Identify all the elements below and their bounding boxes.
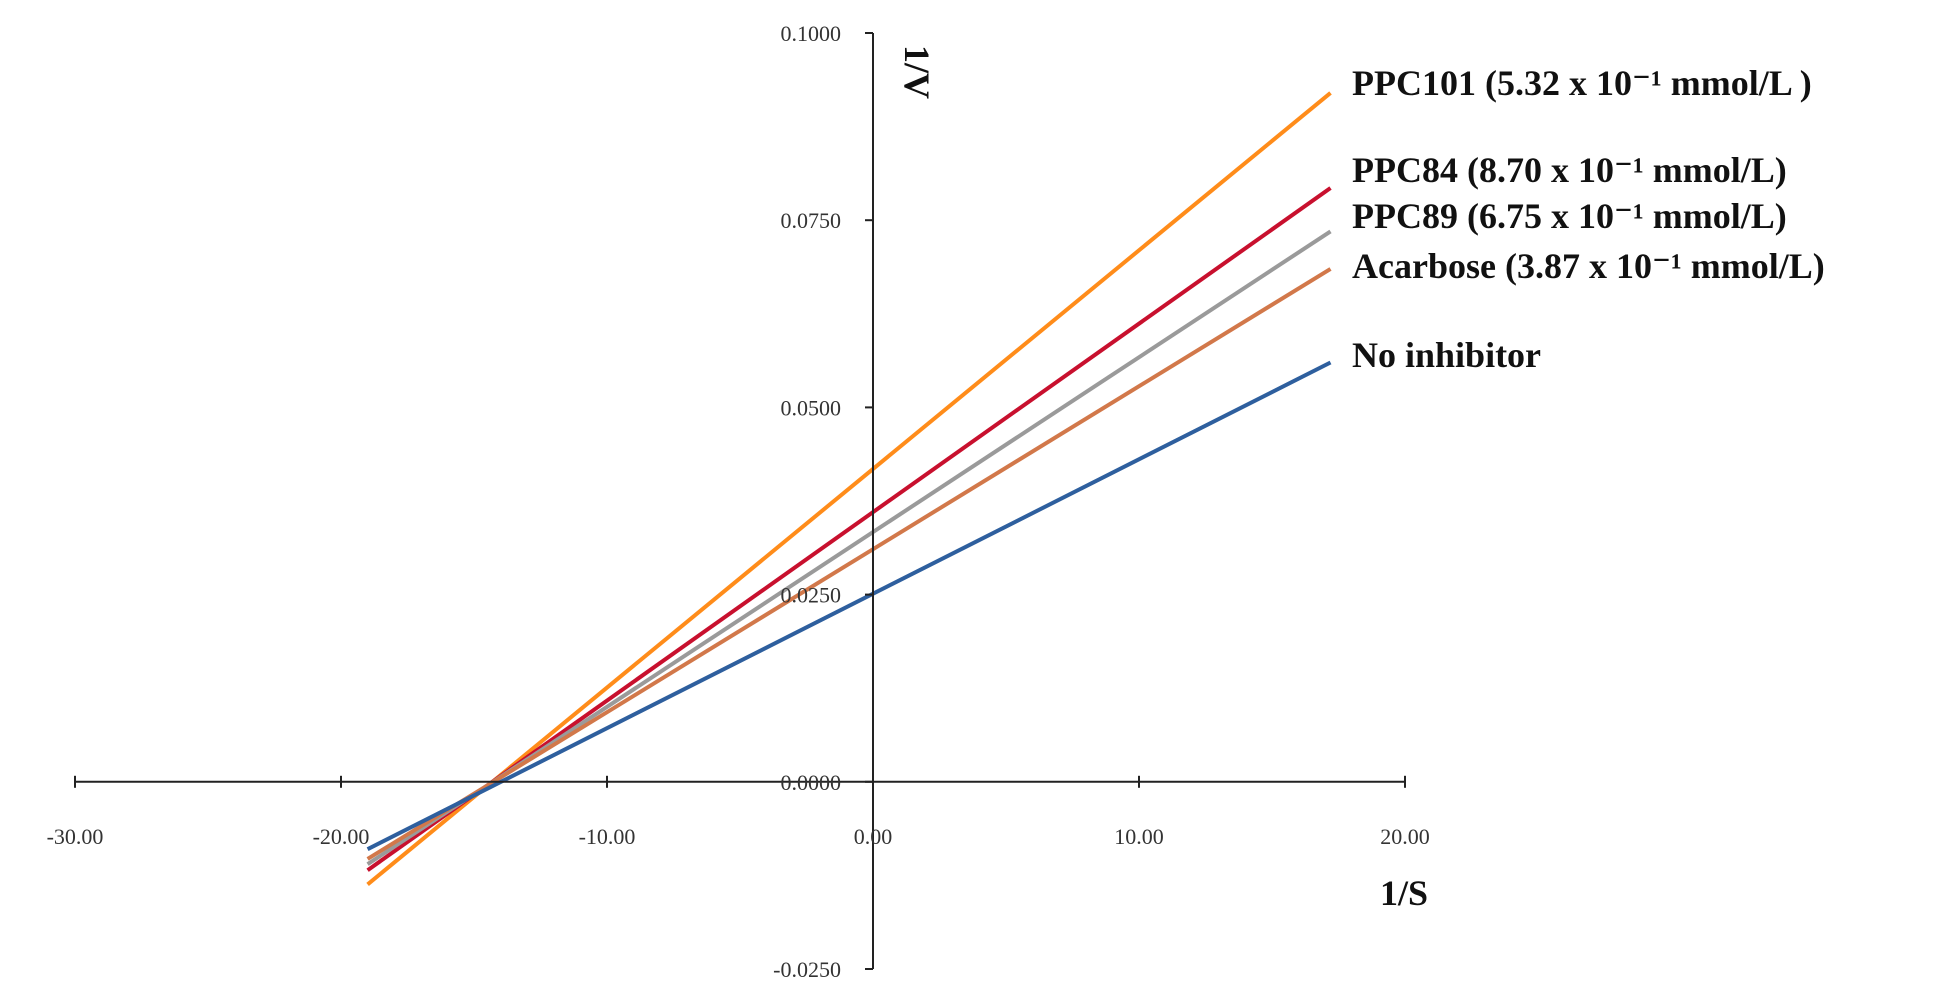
legend-label-5: No inhibitor [1352,335,1541,375]
y-tick-label: 0.0000 [781,770,842,795]
legend-label-1: PPC101 (5.32 x 10⁻¹ mmol/L ) [1352,63,1812,103]
x-tick-label: -30.00 [47,824,104,849]
x-tick-label: 10.00 [1114,824,1164,849]
labels-layer: -30.00 -20.00 -10.00 0.00 10.00 20.00 -0.0250 0… [47,21,1825,982]
x-tick-label: -10.00 [579,824,636,849]
x-tick-label: 20.00 [1380,824,1430,849]
legend-label-3: PPC89 (6.75 x 10⁻¹ mmol/L) [1352,196,1787,236]
legend-label-2: PPC84 (8.70 x 10⁻¹ mmol/L) [1352,150,1787,190]
series-layer [366,91,1332,886]
series-line-5 [366,360,1332,851]
y-tick-label: 0.0750 [781,208,842,233]
y-tick-label: 0.0250 [781,583,842,608]
legend-label-4: Acarbose (3.87 x 10⁻¹ mmol/L) [1352,246,1825,286]
y-tick-label: -0.0250 [773,957,841,982]
x-axis-title: 1/S [1380,873,1428,913]
y-axis-title: 1/V [897,45,937,99]
y-tick-label: 0.0500 [781,395,842,420]
x-tick-label: 0.00 [854,824,893,849]
series-line-1 [366,91,1332,886]
axes-layer [74,32,1406,970]
series-line-4 [366,267,1332,861]
y-tick-label: 0.1000 [781,21,842,46]
x-tick-label: -20.00 [313,824,370,849]
